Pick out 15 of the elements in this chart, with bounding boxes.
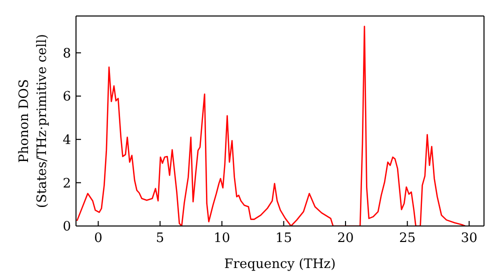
x-axis-title: Frequency (THz) [224,257,336,272]
y-tick-label: 4 [62,133,71,148]
y-tick-label: 0 [62,220,71,235]
y-tick-label: 6 [62,90,71,105]
x-tick-label: 5 [156,231,164,246]
y-axis-title: Phonon DOS (States/THz·primitive cell) [17,34,50,208]
y-tick-label: 8 [62,46,71,62]
line-series [76,26,466,226]
x-tick-label: 30 [460,231,478,246]
x-tick-label: 20 [337,231,354,246]
x-tick-label: 15 [275,231,292,246]
x-tick-label: 25 [399,231,416,246]
y-tick-label: 2 [62,176,71,192]
x-tick-label: 0 [94,231,102,246]
x-tick-label: 10 [214,231,230,246]
